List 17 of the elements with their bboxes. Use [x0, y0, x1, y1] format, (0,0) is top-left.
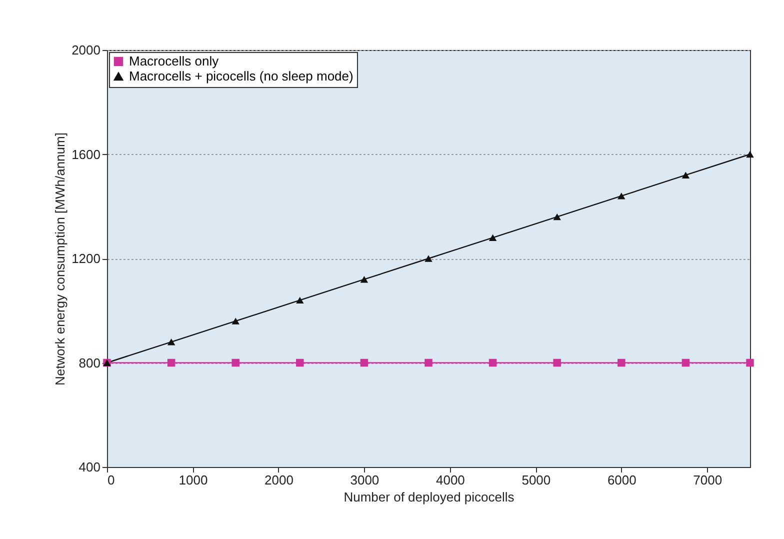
x-tick-label: 6000 [607, 472, 636, 488]
x-axis-title: Number of deployed picocells [344, 490, 515, 504]
y-axis-title: Network energy consumption [MWh/annum] [52, 132, 68, 386]
x-tick-label: 2000 [264, 472, 294, 488]
legend-label: Macrocells + picocells (no sleep mode) [129, 68, 354, 84]
x-tick-label: 1000 [178, 472, 208, 488]
legend-label: Macrocells only [129, 54, 220, 68]
x-tick-label: 7000 [693, 472, 722, 488]
x-tick-label: 4000 [436, 472, 465, 488]
y-tick-label: 1200 [72, 251, 100, 266]
y-tick-label: 1600 [72, 146, 100, 162]
y-tick-label: 400 [78, 460, 100, 474]
x-tick-label: 5000 [522, 472, 551, 488]
x-tick-label: 0 [108, 472, 115, 488]
y-tick-label: 800 [78, 355, 100, 370]
y-tick-label: 2000 [72, 42, 100, 58]
x-tick-label: 3000 [350, 472, 380, 488]
